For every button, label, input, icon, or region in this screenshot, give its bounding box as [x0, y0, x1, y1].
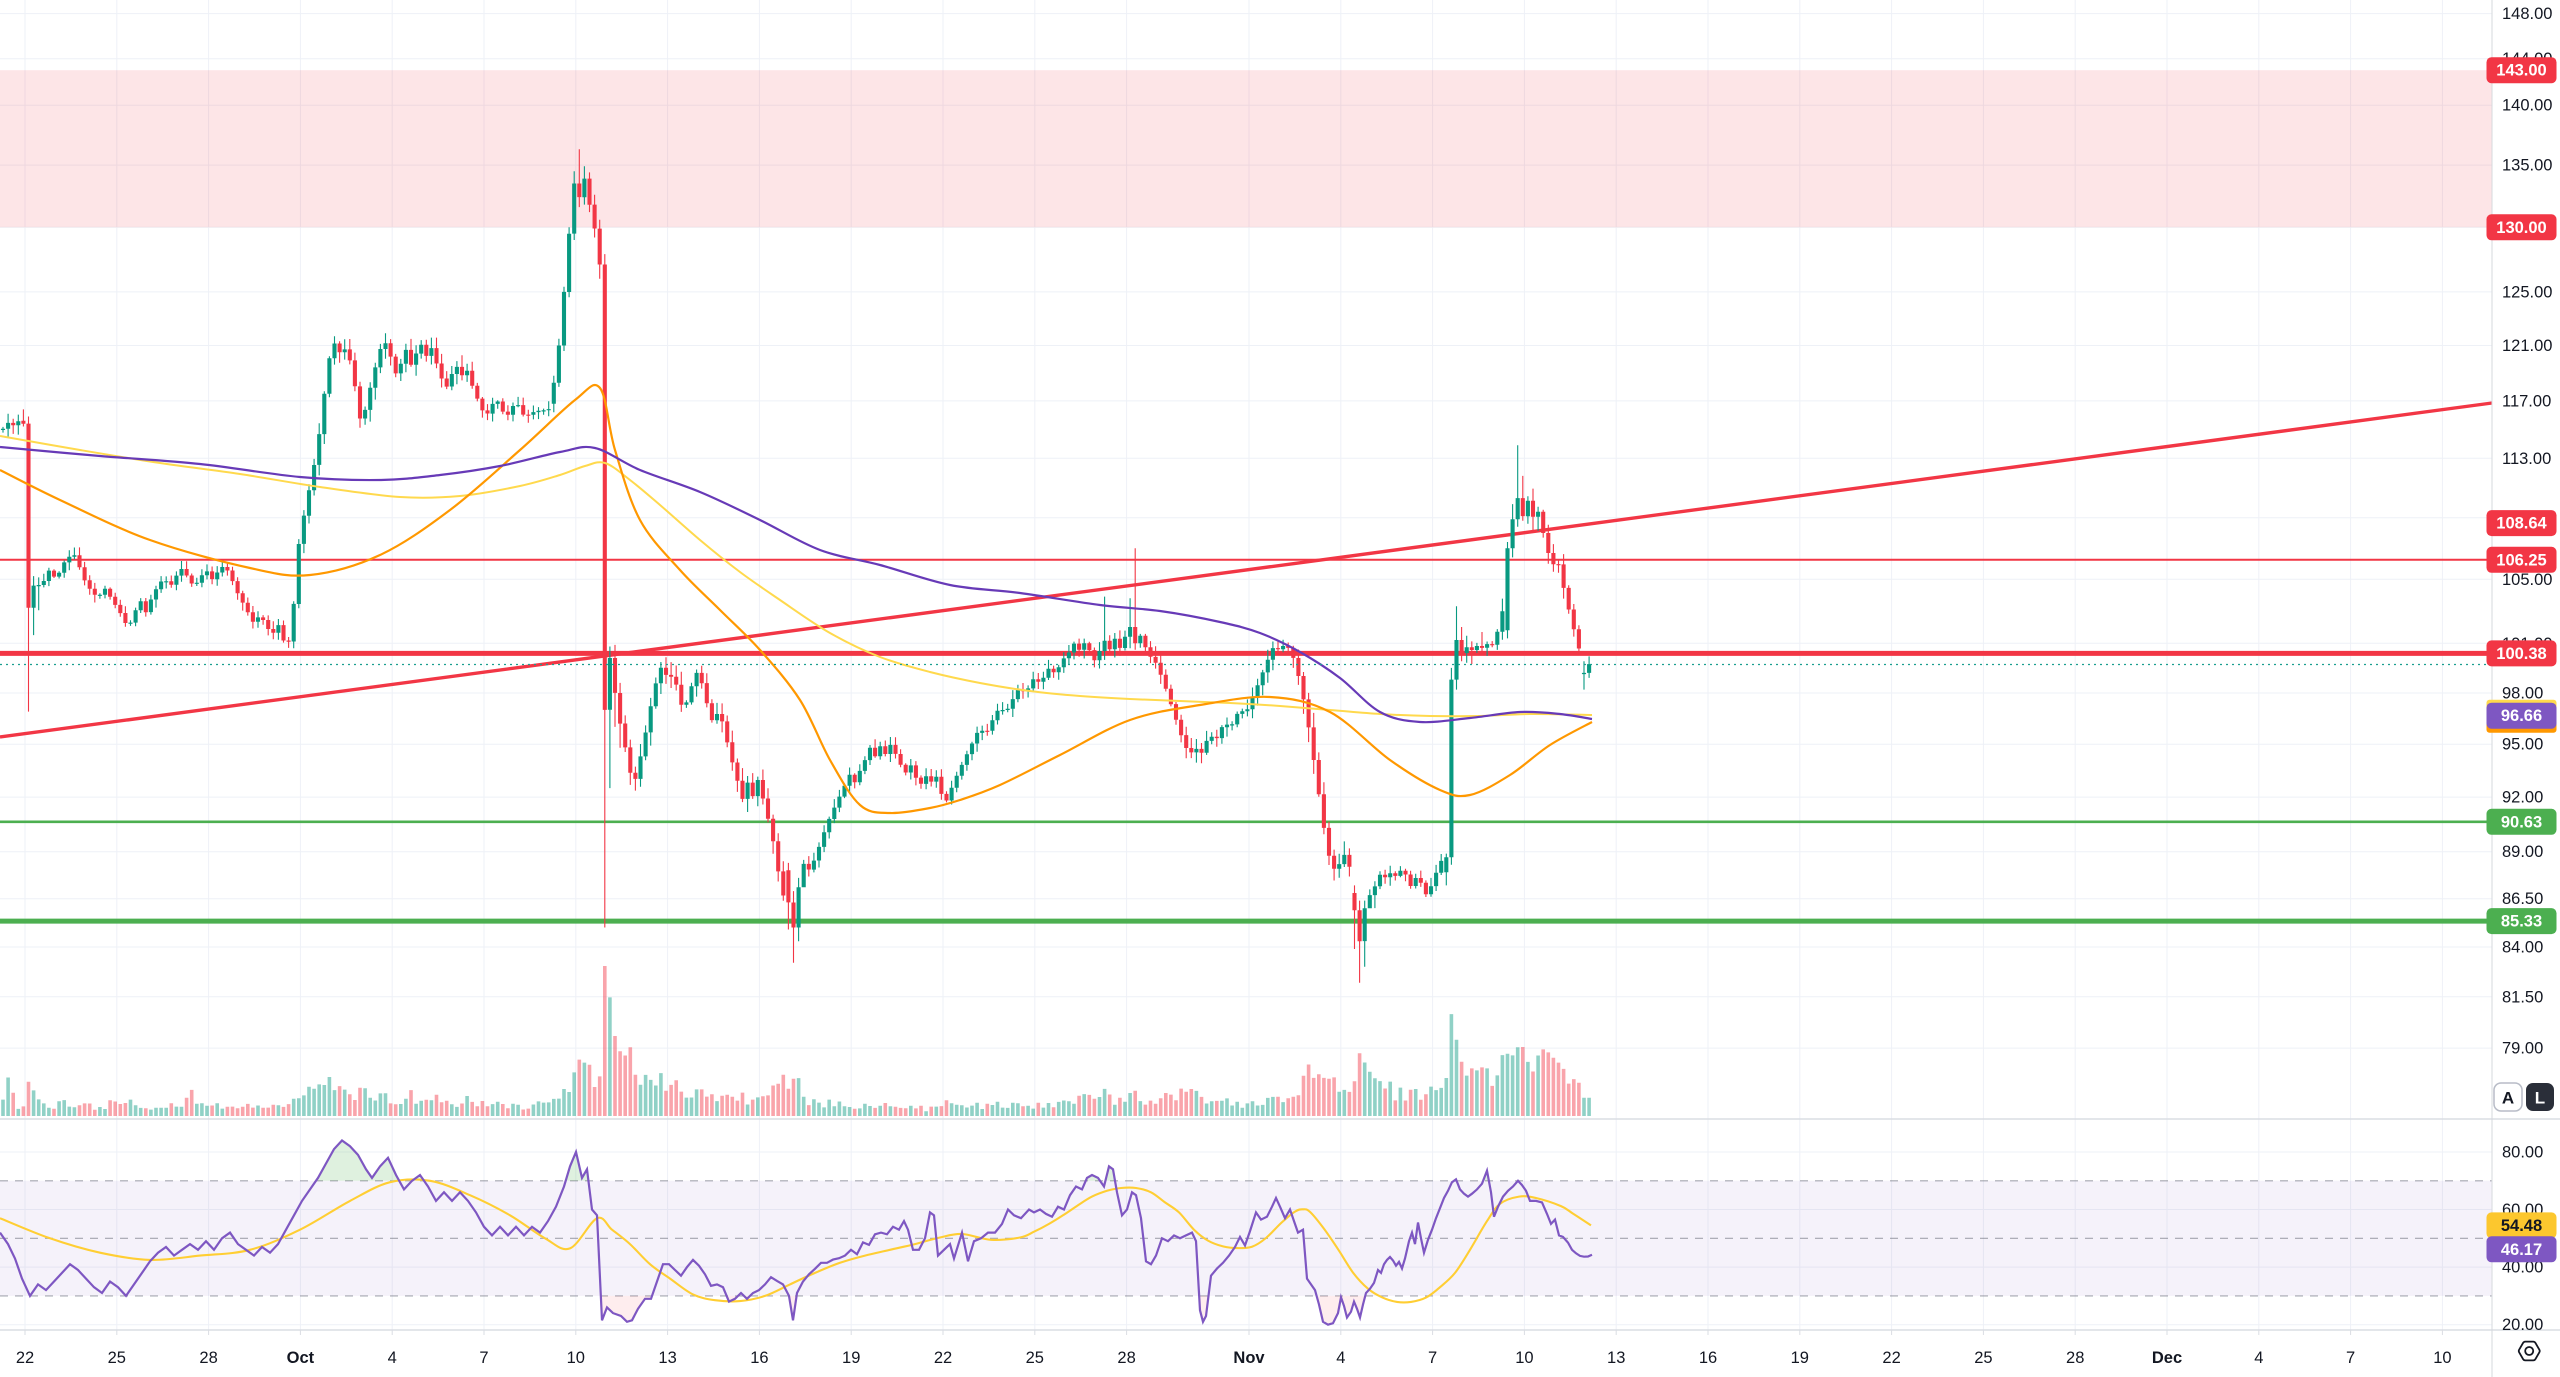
svg-text:40.00: 40.00 — [2502, 1259, 2543, 1277]
svg-text:19: 19 — [1791, 1349, 1809, 1367]
svg-text:19: 19 — [842, 1349, 860, 1367]
svg-text:81.50: 81.50 — [2502, 988, 2543, 1006]
svg-text:16: 16 — [750, 1349, 768, 1367]
svg-text:84.00: 84.00 — [2502, 939, 2543, 957]
svg-text:96.66: 96.66 — [2501, 707, 2542, 725]
svg-text:13: 13 — [658, 1349, 676, 1367]
svg-text:16: 16 — [1699, 1349, 1717, 1367]
svg-text:25: 25 — [108, 1349, 126, 1367]
svg-text:4: 4 — [1336, 1349, 1345, 1367]
svg-text:25: 25 — [1974, 1349, 1992, 1367]
svg-text:22: 22 — [16, 1349, 34, 1367]
svg-text:54.48: 54.48 — [2501, 1217, 2542, 1235]
svg-text:79.00: 79.00 — [2502, 1040, 2543, 1058]
svg-text:20.00: 20.00 — [2502, 1316, 2543, 1334]
svg-text:28: 28 — [2066, 1349, 2084, 1367]
svg-text:10: 10 — [567, 1349, 585, 1367]
svg-text:89.00: 89.00 — [2502, 843, 2543, 861]
svg-text:135.00: 135.00 — [2502, 157, 2552, 175]
svg-text:4: 4 — [2254, 1349, 2263, 1367]
svg-text:95.00: 95.00 — [2502, 736, 2543, 754]
svg-text:25: 25 — [1026, 1349, 1044, 1367]
svg-text:28: 28 — [1117, 1349, 1135, 1367]
svg-text:108.64: 108.64 — [2496, 515, 2547, 533]
svg-text:28: 28 — [199, 1349, 217, 1367]
svg-text:121.00: 121.00 — [2502, 337, 2552, 355]
svg-text:4: 4 — [388, 1349, 397, 1367]
svg-text:7: 7 — [2346, 1349, 2355, 1367]
svg-text:Oct: Oct — [287, 1349, 315, 1367]
svg-text:130.00: 130.00 — [2496, 219, 2546, 237]
svg-text:80.00: 80.00 — [2502, 1144, 2543, 1162]
svg-text:46.17: 46.17 — [2501, 1241, 2542, 1259]
svg-text:7: 7 — [479, 1349, 488, 1367]
svg-text:117.00: 117.00 — [2502, 392, 2551, 410]
svg-text:22: 22 — [1882, 1349, 1900, 1367]
svg-text:85.33: 85.33 — [2501, 913, 2542, 931]
svg-text:Dec: Dec — [2152, 1349, 2182, 1367]
svg-text:92.00: 92.00 — [2502, 789, 2543, 807]
svg-text:113.00: 113.00 — [2502, 450, 2551, 468]
svg-text:A: A — [2502, 1089, 2514, 1108]
svg-text:143.00: 143.00 — [2496, 62, 2546, 80]
svg-text:7: 7 — [1428, 1349, 1437, 1367]
svg-text:Nov: Nov — [1233, 1349, 1265, 1367]
svg-text:90.63: 90.63 — [2501, 813, 2542, 831]
svg-text:86.50: 86.50 — [2502, 890, 2543, 908]
svg-text:L: L — [2535, 1089, 2545, 1108]
svg-text:13: 13 — [1607, 1349, 1625, 1367]
svg-text:140.00: 140.00 — [2502, 97, 2552, 115]
svg-text:22: 22 — [934, 1349, 952, 1367]
svg-text:106.25: 106.25 — [2496, 551, 2546, 569]
svg-text:10: 10 — [2433, 1349, 2451, 1367]
svg-text:148.00: 148.00 — [2502, 5, 2552, 23]
svg-text:98.00: 98.00 — [2502, 685, 2543, 703]
svg-text:105.00: 105.00 — [2502, 571, 2552, 589]
svg-text:10: 10 — [1515, 1349, 1533, 1367]
svg-text:125.00: 125.00 — [2502, 283, 2552, 301]
svg-text:100.38: 100.38 — [2496, 645, 2546, 663]
